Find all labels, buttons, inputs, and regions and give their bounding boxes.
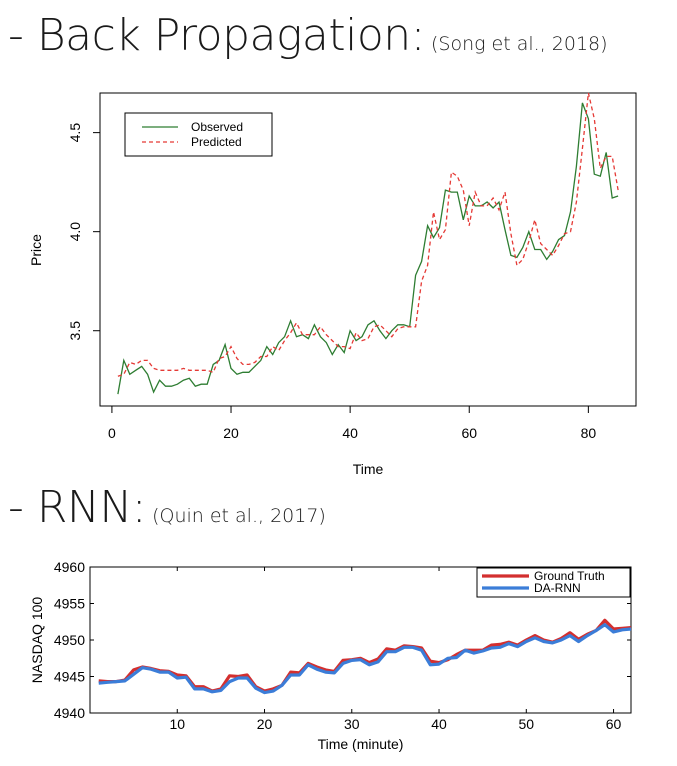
chart2-x-tick-label: 40	[431, 716, 447, 732]
chart1-y-tick-label: 4.0	[67, 222, 83, 242]
chart1-legend-label: Predicted	[191, 135, 242, 149]
chart1-y-tick-label: 3.5	[67, 321, 83, 341]
chart1-x-axis-label: Time	[353, 461, 384, 477]
section-heading-rnn: - RNN: (Quin et al., 2017)	[8, 482, 326, 533]
chart2-y-tick-label: 4960	[54, 559, 85, 575]
chart1-y-axis-label: Price	[28, 234, 44, 266]
chart1-plot-frame	[99, 92, 637, 407]
chart1-y-tick-label: 4.5	[67, 123, 83, 143]
chart2-legend-box	[476, 567, 631, 598]
chart1-legend-label: Observed	[191, 120, 243, 134]
chart2-x-tick-label: 10	[169, 716, 185, 732]
heading-citation: (Quin et al., 2017)	[152, 505, 326, 527]
chart2-x-tick-label: 20	[257, 716, 273, 732]
chart2-y-tick-label: 4945	[54, 669, 85, 685]
chart2-legend-label: Ground Truth	[534, 569, 605, 583]
heading-citation: (Song et al., 2018)	[430, 33, 608, 55]
chart2-y-tick-label: 4955	[54, 596, 85, 612]
section-heading-back-propagation: - Back Propagation: (Song et al., 2018)	[8, 10, 608, 61]
chart2-x-tick-label: 30	[344, 716, 360, 732]
chart2-y-axis-label: NASDAQ 100	[29, 597, 45, 684]
chart2-y-tick-label: 4950	[54, 632, 85, 648]
chart2-legend-label: DA-RNN	[534, 581, 581, 595]
chart2-y-tick-label: 4940	[54, 705, 85, 721]
heading-title: - Back Propagation:	[8, 10, 425, 61]
chart2-series-line-da-rnn	[98, 623, 632, 695]
heading-title: - RNN:	[8, 482, 147, 533]
chart1-x-tick-label: 80	[581, 425, 597, 441]
chart2-x-tick-label: 50	[519, 716, 535, 732]
chart1-x-tick-label: 20	[223, 425, 239, 441]
chart1-legend-box	[124, 112, 273, 157]
chart1-x-tick-label: 0	[108, 425, 116, 441]
chart2-x-axis-label: Time (minute)	[318, 736, 404, 752]
chart2-x-tick-label: 60	[606, 716, 622, 732]
chart1-series-line-observed	[117, 102, 619, 395]
chart1-x-tick-label: 40	[342, 425, 358, 441]
chart1-x-tick-label: 60	[461, 425, 477, 441]
